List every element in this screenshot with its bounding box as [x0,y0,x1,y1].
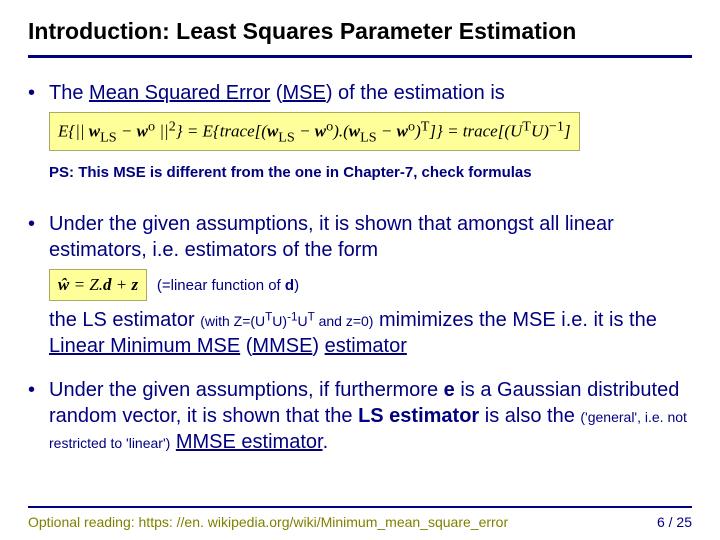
optional-reading: Optional reading: https: //en. wikipedia… [28,514,508,530]
b2c-paren: (with Z=(UTU)-1UT and z=0) [200,313,373,329]
b3-tail-u: MMSE estimator [176,431,323,453]
bullet-2: • Under the given assumptions, it is sho… [28,211,692,359]
bullet-1: • The Mean Squared Error (MSE) of the es… [28,80,692,203]
b2c-ab-open: ( [240,335,252,357]
formula-2: ŵ = Z.d + z [49,269,147,301]
b1-open: ( [270,82,282,104]
ps-note: PS: This MSE is different from the one i… [49,163,692,183]
b2c-abbrev: MMSE [252,335,312,357]
formula-1: E{|| wLS − wo ||2} = E{trace[(wLS − wo).… [49,112,580,151]
title-divider [28,55,692,58]
bullet-2-body: Under the given assumptions, it is shown… [49,211,692,359]
formula-2-note: (=linear function of d) [153,277,299,294]
footer: Optional reading: https: //en. wikipedia… [28,492,692,530]
slide-title: Introduction: Least Squares Parameter Es… [28,18,692,45]
bullet-3: • Under the given assumptions, if furthe… [28,377,692,455]
b1-tail: of the estimation is [332,82,504,104]
b2c-tail: estimator [325,335,407,357]
b2-line1: Under the given assumptions, it is shown… [49,213,614,261]
b2c-pre: the LS estimator [49,309,200,331]
b2c-mid: mimimizes the MSE i.e. it is the [373,309,656,331]
b1-mse-label: Mean Squared Error [89,82,270,104]
footer-divider [28,506,692,508]
bullet-1-body: The Mean Squared Error (MSE) of the esti… [49,80,692,203]
b1-pre: The [49,82,89,104]
b2c-underline: Linear Minimum MSE [49,335,240,357]
b3-period: . [323,431,329,453]
b1-mse-abbrev: MSE [282,82,325,104]
bullet-3-body: Under the given assumptions, if furtherm… [49,377,692,455]
bullet-mark: • [28,80,35,203]
bullet-mark: • [28,377,35,455]
bullet-mark: • [28,211,35,359]
b2c-ab-close: ) [312,335,324,357]
page-number: 6 / 25 [657,514,692,530]
